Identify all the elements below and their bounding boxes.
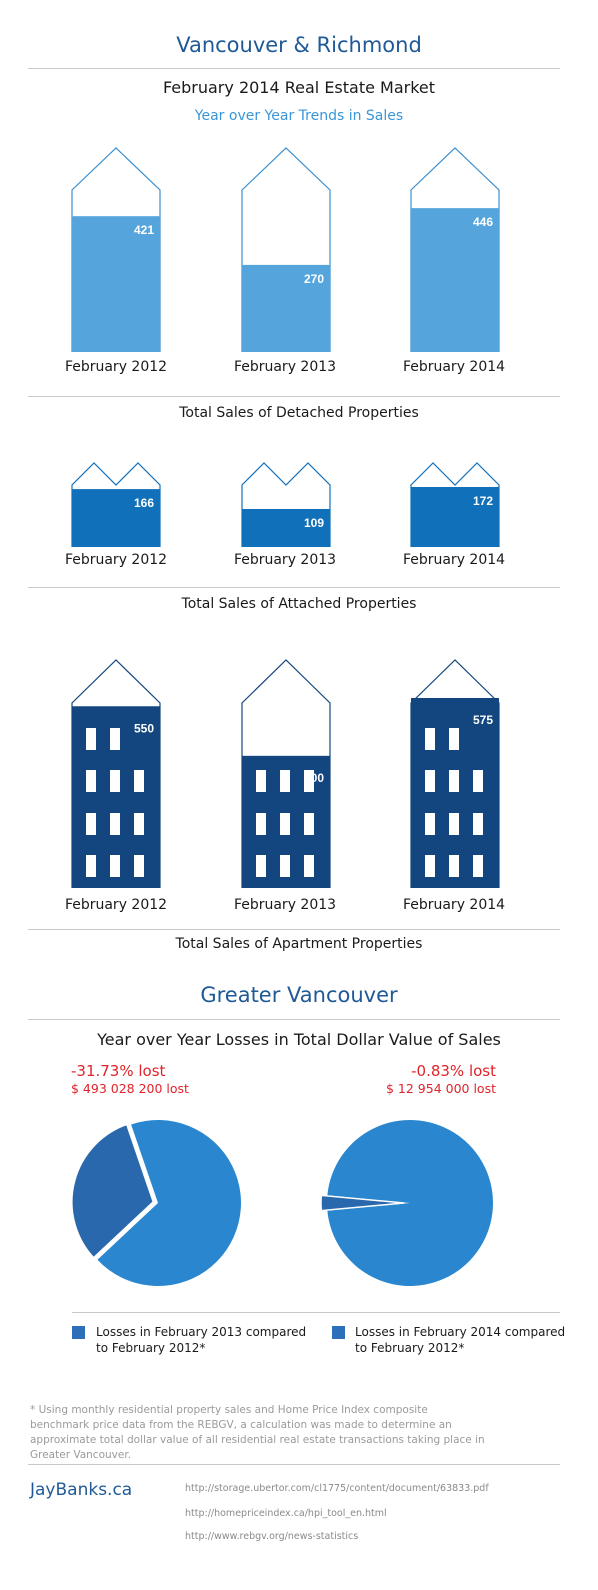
legend-swatch xyxy=(332,1326,345,1339)
loss-percent-2013: -31.73% lost xyxy=(71,1062,166,1080)
bar xyxy=(411,208,499,352)
data-label: 421 xyxy=(134,223,154,237)
source-link[interactable]: http://www.rebgv.org/news-statistics xyxy=(185,1531,359,1542)
pie-slice xyxy=(97,1120,241,1286)
divider xyxy=(28,1019,560,1020)
window xyxy=(473,855,483,877)
bar xyxy=(72,216,160,352)
pie-slice xyxy=(327,1120,493,1286)
apartment-axis-label: Total Sales of Apartment Properties xyxy=(175,936,423,952)
window xyxy=(256,813,266,835)
window xyxy=(134,770,144,792)
window xyxy=(86,813,96,835)
window xyxy=(110,728,120,750)
loss-pie-charts xyxy=(69,1120,493,1286)
data-label: 270 xyxy=(304,272,324,286)
window xyxy=(304,770,314,792)
data-label: 172 xyxy=(473,494,493,508)
data-label: 550 xyxy=(134,721,154,735)
loss-percent-2014: -0.83% lost xyxy=(411,1062,496,1080)
house-outline xyxy=(241,147,331,352)
category-label: February 2012 xyxy=(64,359,168,375)
window xyxy=(449,813,459,835)
divider xyxy=(28,1464,560,1465)
brand-logo[interactable]: JayBanks.ca xyxy=(30,1480,133,1500)
window xyxy=(280,855,290,877)
window xyxy=(256,855,266,877)
data-label: 446 xyxy=(473,215,493,229)
window xyxy=(425,770,435,792)
pie-section-subtitle: Year over Year Losses in Total Dollar Va… xyxy=(97,1030,501,1049)
window xyxy=(473,770,483,792)
divider xyxy=(28,587,560,588)
category-label: February 2013 xyxy=(233,359,337,375)
divider xyxy=(72,1312,560,1313)
footnote: * Using monthly residential property sal… xyxy=(30,1404,485,1461)
category-label: February 2012 xyxy=(64,897,168,913)
page-title: Vancouver & Richmond xyxy=(176,33,422,57)
window xyxy=(280,813,290,835)
apartment-sales-chart: 550 400 575 xyxy=(71,659,500,888)
bar xyxy=(411,487,499,547)
bar xyxy=(242,508,330,547)
window xyxy=(425,728,435,750)
source-link[interactable]: http://storage.ubertor.com/cl1775/conten… xyxy=(185,1483,489,1494)
legend-label-2014: Losses in February 2014 compared to Febr… xyxy=(355,1325,566,1355)
divider xyxy=(28,396,560,397)
window xyxy=(304,813,314,835)
legend-swatch xyxy=(72,1326,85,1339)
window xyxy=(110,855,120,877)
category-label: February 2014 xyxy=(402,552,506,568)
data-label: 166 xyxy=(134,496,154,510)
window xyxy=(134,813,144,835)
window xyxy=(86,770,96,792)
category-label: February 2013 xyxy=(233,897,337,913)
loss-value-2013: $ 493 028 200 lost xyxy=(71,1081,189,1096)
data-label: 109 xyxy=(304,516,324,530)
source-link[interactable]: http://homepriceindex.ca/hpi_tool_en.htm… xyxy=(185,1508,387,1519)
detached-sales-chart: 421 270 446 xyxy=(71,147,500,352)
window xyxy=(425,855,435,877)
bar xyxy=(72,489,160,547)
divider xyxy=(28,929,560,930)
data-label: 400 xyxy=(304,771,324,785)
window xyxy=(425,813,435,835)
trend-heading: Year over Year Trends in Sales xyxy=(194,108,404,124)
attached-axis-label: Total Sales of Attached Properties xyxy=(181,596,417,612)
house-outline xyxy=(241,462,331,547)
house-outline xyxy=(71,462,161,547)
window xyxy=(86,728,96,750)
window xyxy=(449,770,459,792)
pie-slice-lost xyxy=(320,1194,405,1212)
detached-axis-label: Total Sales of Detached Properties xyxy=(179,405,419,421)
page-subtitle: February 2014 Real Estate Market xyxy=(162,78,436,97)
window xyxy=(304,855,314,877)
bar xyxy=(242,264,330,352)
category-label: February 2013 xyxy=(233,552,337,568)
window xyxy=(134,855,144,877)
category-label: February 2012 xyxy=(64,552,168,568)
window xyxy=(256,770,266,792)
data-label: 575 xyxy=(473,713,493,727)
window xyxy=(449,855,459,877)
section-title: Greater Vancouver xyxy=(200,983,398,1007)
window xyxy=(280,770,290,792)
window xyxy=(473,813,483,835)
category-label: February 2014 xyxy=(402,897,506,913)
window xyxy=(86,855,96,877)
pie-slice-lost xyxy=(69,1121,156,1261)
legend-label-2013: Losses in February 2013 compared to Febr… xyxy=(96,1325,307,1355)
category-label: February 2014 xyxy=(402,359,506,375)
house-outline xyxy=(410,462,500,547)
attached-sales-chart: 166 109 172 xyxy=(71,462,500,547)
window xyxy=(110,770,120,792)
loss-value-2014: $ 12 954 000 lost xyxy=(385,1081,496,1096)
divider xyxy=(28,68,560,69)
window xyxy=(449,728,459,750)
window xyxy=(110,813,120,835)
